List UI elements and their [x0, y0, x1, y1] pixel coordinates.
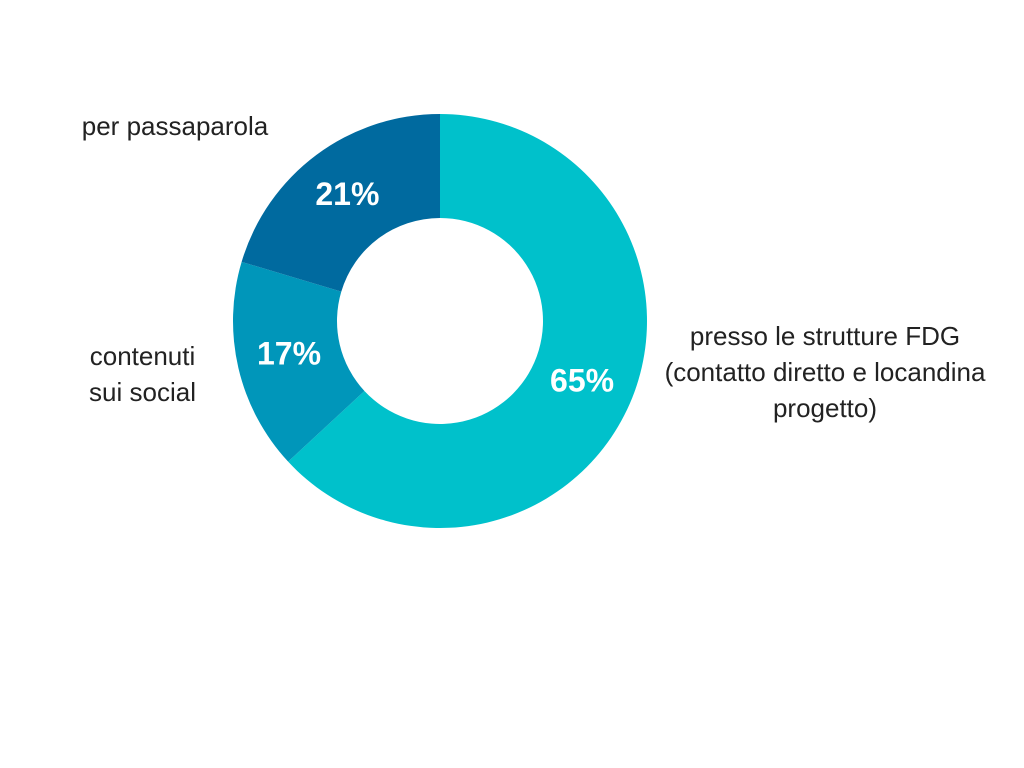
value-label: 21%: [315, 176, 379, 212]
value-label: 65%: [550, 362, 614, 398]
category-label: contenuti sui social: [89, 341, 196, 407]
category-label: presso le strutture FDG (contatto dirett…: [664, 321, 986, 423]
value-label: 17%: [257, 336, 321, 372]
donut-slice: [241, 114, 440, 292]
donut-slice: [288, 114, 647, 528]
category-label: per passaparola: [81, 111, 269, 141]
donut-slice: [233, 261, 365, 462]
